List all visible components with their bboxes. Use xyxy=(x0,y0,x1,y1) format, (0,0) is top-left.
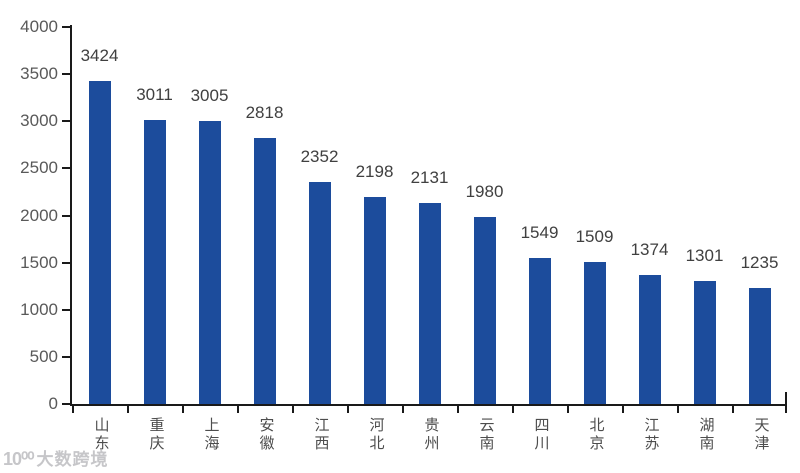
y-axis-tick-label: 500 xyxy=(29,346,58,366)
x-axis-tick xyxy=(732,406,734,413)
y-axis-tick-label: 2500 xyxy=(20,158,58,178)
x-axis-tick xyxy=(402,406,404,413)
bar xyxy=(638,274,661,404)
bar-value-label: 2352 xyxy=(300,147,339,167)
x-axis-category-label: 天津 xyxy=(752,417,769,453)
y-axis-tick-label: 3000 xyxy=(20,111,58,131)
x-axis-tick xyxy=(127,406,129,413)
x-axis-tick xyxy=(567,406,569,413)
bar xyxy=(418,203,441,404)
x-axis-category-label: 北京 xyxy=(587,417,604,453)
bar-value-label: 1374 xyxy=(630,239,669,259)
bar-value-label: 3011 xyxy=(136,85,173,105)
x-axis-line xyxy=(70,404,787,406)
y-axis-tick xyxy=(62,73,70,76)
x-axis-tick xyxy=(292,406,294,413)
y-axis-tick xyxy=(62,308,70,311)
x-axis-end-tick xyxy=(785,392,787,404)
y-axis-tick-label: 3500 xyxy=(20,64,58,84)
bar-value-label: 1235 xyxy=(740,252,779,272)
x-axis-category-label: 云南 xyxy=(477,417,494,453)
x-axis-category-label: 湖南 xyxy=(697,417,714,453)
y-axis-tick-label: 4000 xyxy=(20,17,58,36)
x-axis-category-label: 河北 xyxy=(367,417,384,453)
x-axis-category-label: 重庆 xyxy=(147,417,164,453)
plot-area: 3424 3011 3005 2818 2352 2198 2131 1980 1549 1509… xyxy=(62,25,787,413)
y-axis-tick xyxy=(62,403,70,405)
y-axis-tick-label: 0 xyxy=(48,394,58,413)
bar-value-label: 2818 xyxy=(245,103,284,123)
y-axis-tick xyxy=(62,167,70,170)
x-axis-tick xyxy=(785,406,787,413)
watermark-logo-icon: 10⁰⁰ xyxy=(3,449,34,469)
bar xyxy=(363,196,386,404)
bar-value-label: 3005 xyxy=(190,85,229,105)
bar xyxy=(308,182,331,404)
y-axis-tick-label: 1000 xyxy=(20,299,58,319)
bar xyxy=(583,261,606,404)
bar xyxy=(748,287,771,404)
bar xyxy=(198,120,221,404)
x-axis-tick xyxy=(457,406,459,413)
x-axis-category-label: 四川 xyxy=(532,417,549,453)
y-axis-tick-label: 1500 xyxy=(20,252,58,272)
x-axis-tick xyxy=(622,406,624,413)
x-axis-category-label: 江西 xyxy=(312,417,329,453)
x-axis-tick xyxy=(72,406,74,413)
bar xyxy=(88,81,111,404)
bar-value-label: 2198 xyxy=(355,161,394,181)
bar-value-label: 3424 xyxy=(80,46,119,66)
x-axis-category-label: 安徽 xyxy=(257,417,274,453)
y-axis-line xyxy=(70,25,72,406)
x-axis-tick xyxy=(347,406,349,413)
bar xyxy=(693,281,716,404)
bar-value-label: 1509 xyxy=(575,226,614,246)
bar xyxy=(528,258,551,404)
bar-value-label: 2131 xyxy=(410,168,449,188)
bar-value-label: 1301 xyxy=(685,246,724,266)
y-axis-tick xyxy=(62,214,70,217)
y-axis-tick xyxy=(62,26,70,28)
y-axis-tick xyxy=(62,261,70,264)
x-axis-tick xyxy=(237,406,239,413)
bar xyxy=(253,138,276,404)
x-axis-tick xyxy=(182,406,184,413)
x-axis-tick xyxy=(512,406,514,413)
bar xyxy=(473,217,496,404)
x-axis-category-label: 贵州 xyxy=(422,417,439,453)
bar-value-label: 1980 xyxy=(465,182,504,202)
bar-value-label: 1549 xyxy=(520,223,559,243)
bar xyxy=(143,120,166,404)
x-axis-category-label: 江苏 xyxy=(642,417,659,453)
y-axis-tick-label: 2000 xyxy=(20,205,58,225)
y-axis-tick xyxy=(62,355,70,358)
x-axis-category-label: 上海 xyxy=(202,417,219,453)
y-axis-tick xyxy=(62,120,70,123)
x-axis-tick xyxy=(677,406,679,413)
x-axis-category-label: 山东 xyxy=(92,417,109,453)
